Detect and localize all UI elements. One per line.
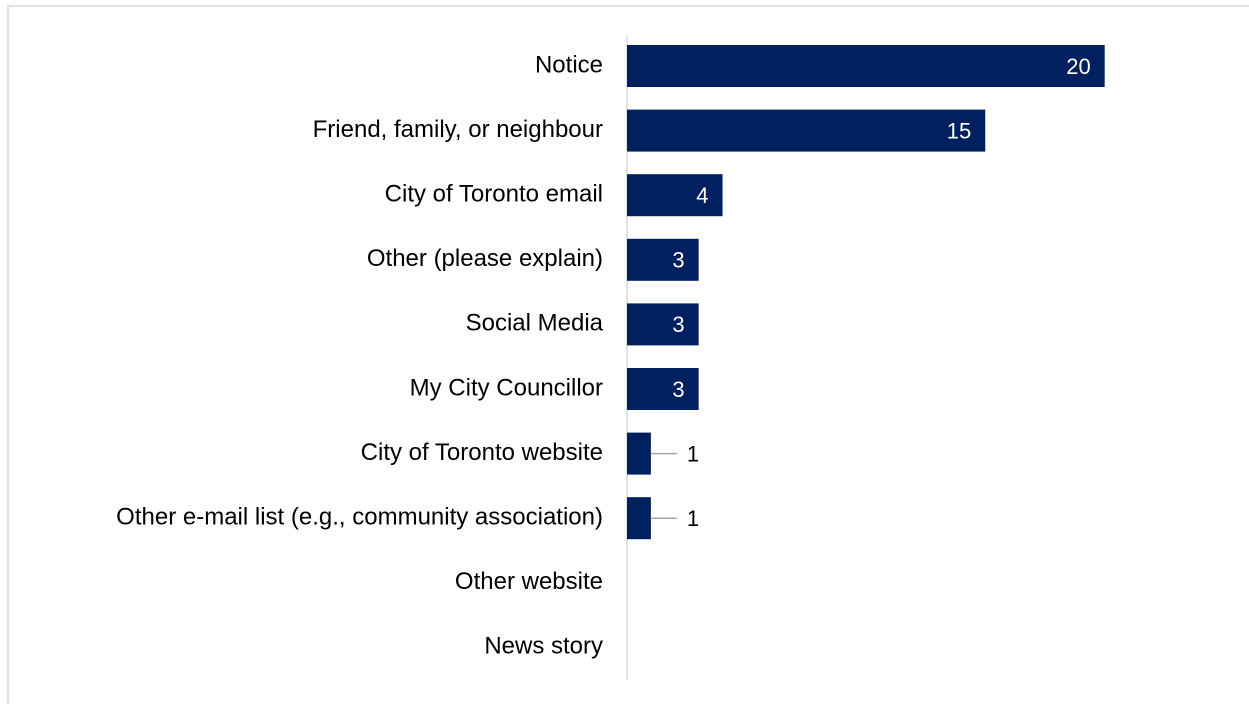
category-label: Other (please explain) — [367, 245, 603, 272]
data-label: 1 — [687, 441, 699, 466]
bar — [627, 238, 699, 281]
category-label: Other website — [455, 568, 603, 595]
bar — [627, 368, 699, 410]
category-label: Friend, family, or neighbour — [313, 116, 603, 143]
bar — [627, 432, 651, 475]
data-label: 3 — [672, 377, 684, 402]
category-label: Other e-mail list (e.g., community assoc… — [116, 504, 603, 531]
bar — [627, 45, 1105, 87]
bar — [627, 109, 986, 152]
data-label: 3 — [672, 248, 684, 273]
category-label: Notice — [535, 51, 603, 78]
bar — [627, 497, 651, 540]
bar — [627, 174, 723, 217]
data-label: 1 — [687, 506, 699, 531]
category-label: Social Media — [466, 310, 604, 337]
data-label: 3 — [672, 312, 684, 337]
category-label: News story — [484, 633, 603, 660]
category-label: City of Toronto website — [361, 439, 603, 466]
data-label: 4 — [696, 183, 708, 208]
category-label: City of Toronto email — [385, 181, 603, 208]
category-label: My City Councillor — [410, 374, 603, 401]
data-label: 20 — [1066, 54, 1090, 79]
bar — [627, 303, 699, 346]
data-label: 15 — [947, 118, 971, 143]
chart-frame — [7, 5, 1249, 704]
